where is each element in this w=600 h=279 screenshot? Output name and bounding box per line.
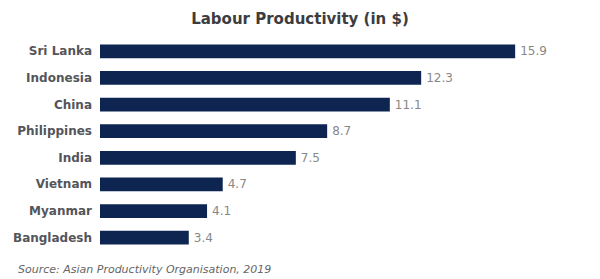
svg-text:12.3: 12.3	[426, 71, 453, 85]
svg-text:Philippines: Philippines	[17, 124, 92, 138]
svg-text:7.5: 7.5	[301, 151, 320, 165]
svg-text:Sri Lanka: Sri Lanka	[29, 44, 92, 58]
svg-text:4.1: 4.1	[212, 204, 231, 218]
svg-text:Source: Asian Productivity Org: Source: Asian Productivity Organisation,…	[18, 263, 271, 276]
svg-text:3.4: 3.4	[194, 231, 213, 245]
svg-text:15.9: 15.9	[520, 44, 547, 58]
svg-text:India: India	[58, 151, 92, 165]
svg-text:Indonesia: Indonesia	[26, 71, 92, 85]
svg-text:Labour Productivity (in $): Labour Productivity (in $)	[191, 10, 409, 28]
svg-text:Vietnam: Vietnam	[36, 177, 92, 191]
svg-text:4.7: 4.7	[228, 177, 247, 191]
svg-text:Myanmar: Myanmar	[29, 204, 92, 218]
svg-text:China: China	[54, 98, 92, 112]
svg-text:11.1: 11.1	[395, 98, 422, 112]
svg-text:Bangladesh: Bangladesh	[13, 231, 92, 245]
svg-text:8.7: 8.7	[332, 124, 351, 138]
